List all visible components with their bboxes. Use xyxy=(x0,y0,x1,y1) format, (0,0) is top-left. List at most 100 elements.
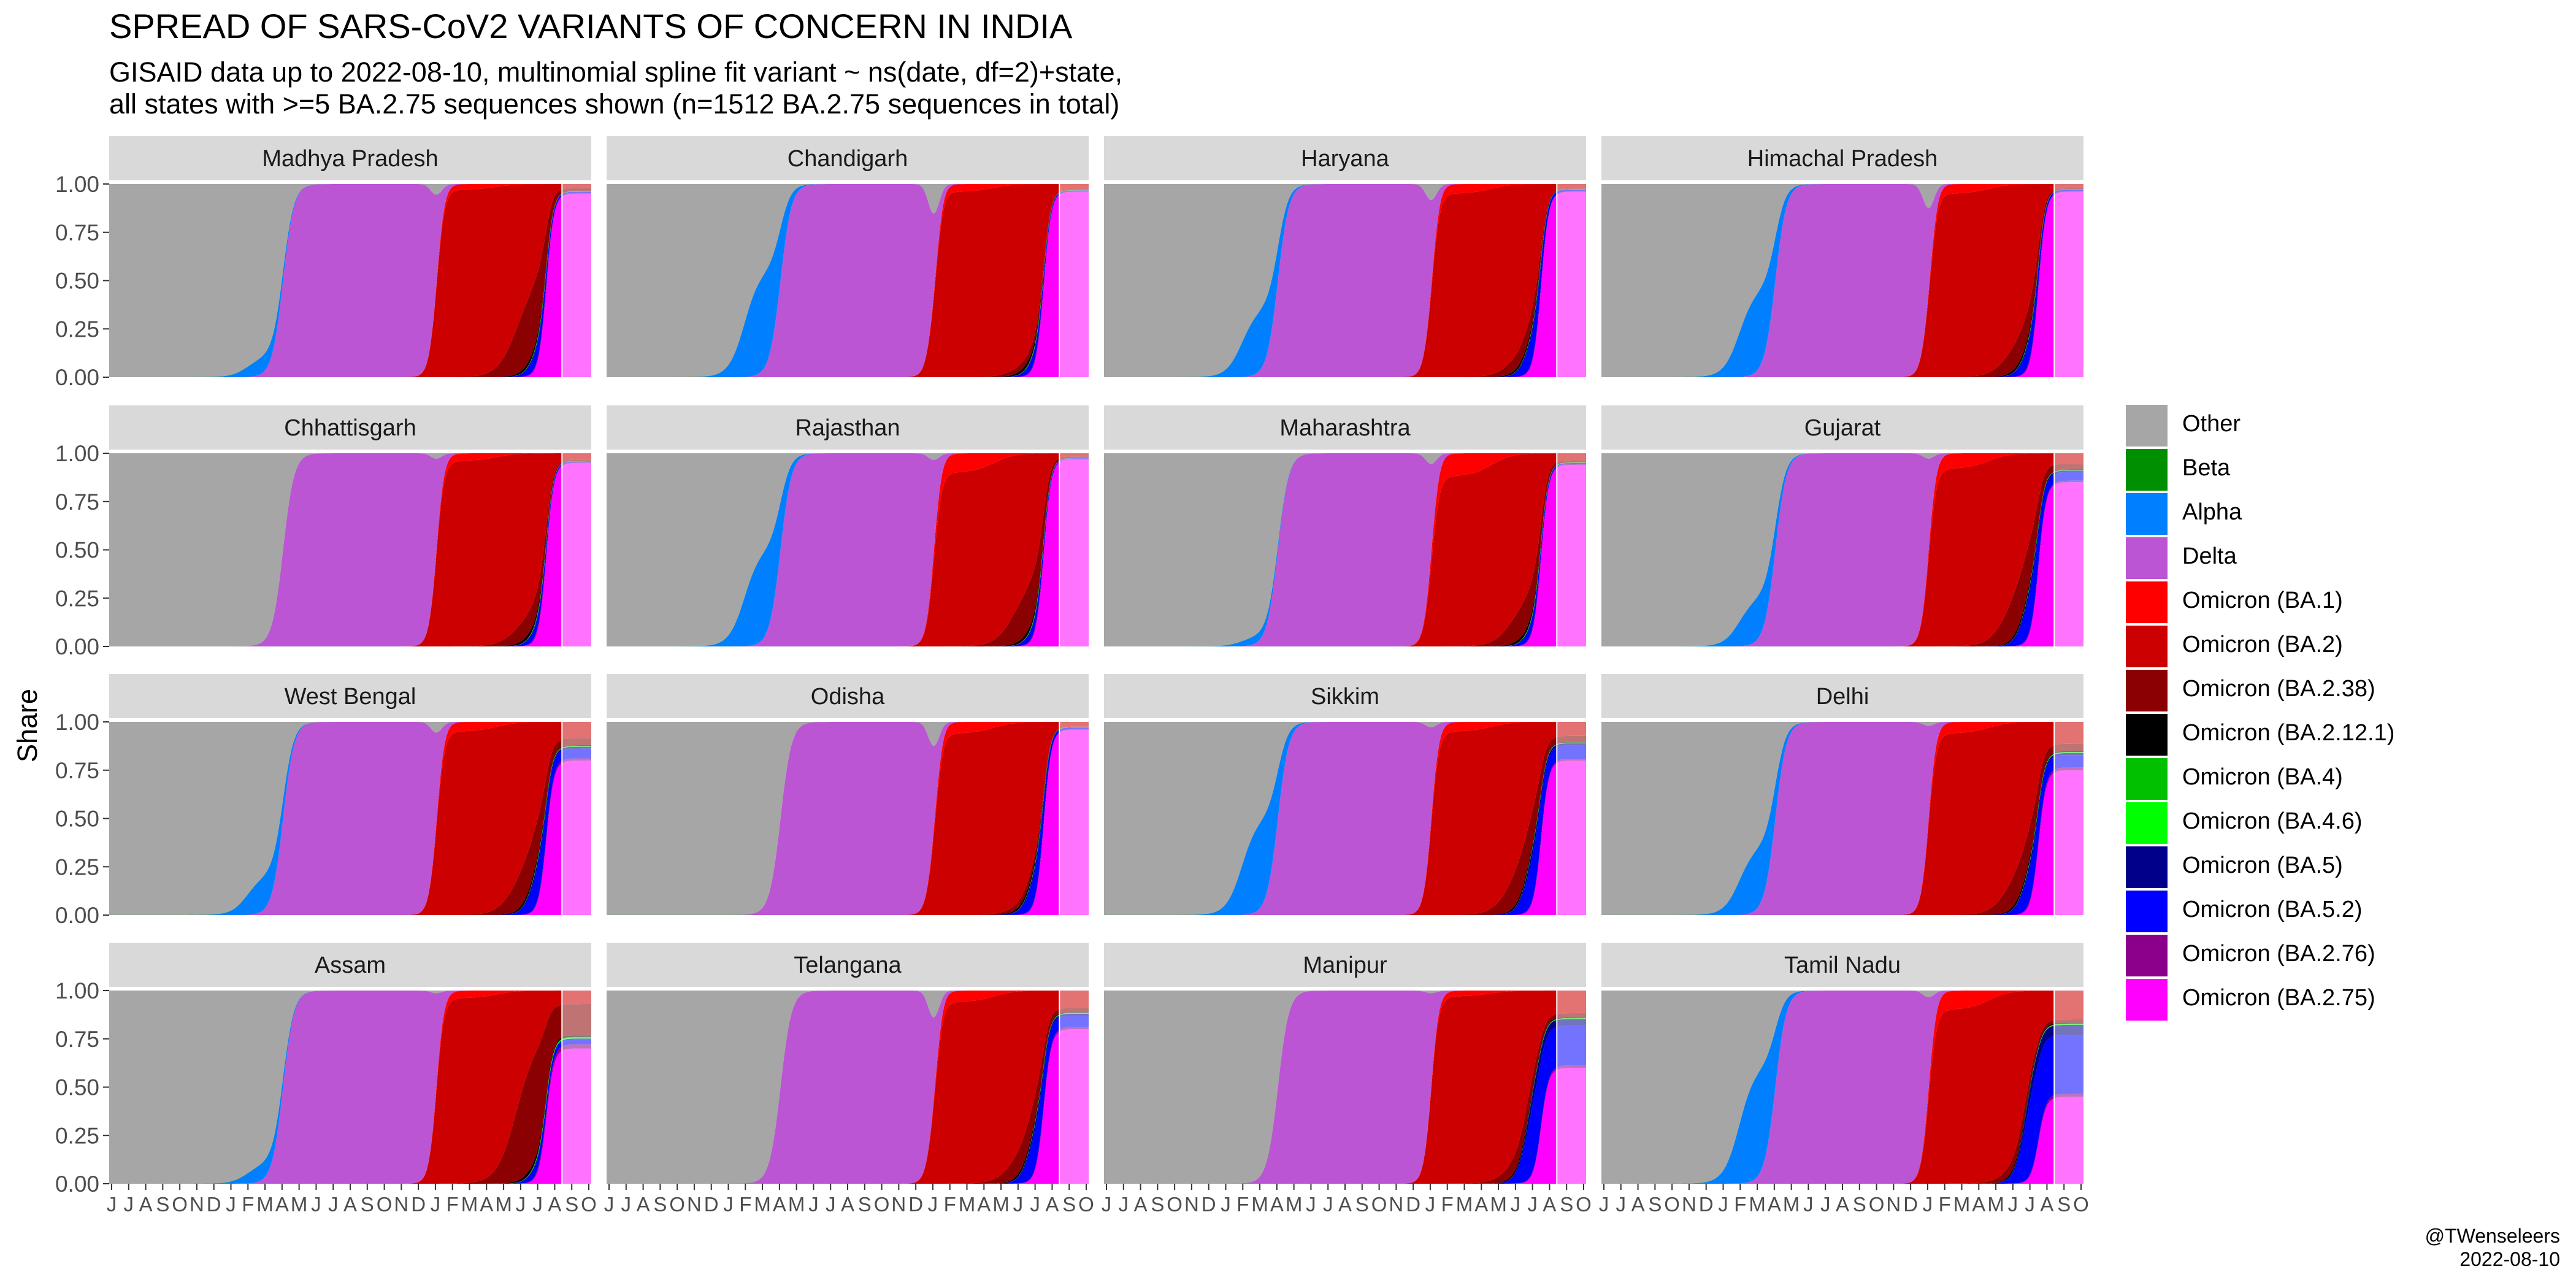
x-tick-label: A xyxy=(1543,1193,1556,1216)
area-series xyxy=(1601,191,2083,377)
legend-key xyxy=(2126,891,2168,932)
x-tick-label: F xyxy=(1236,1193,1249,1216)
legend-label: Delta xyxy=(2182,543,2237,569)
area-series xyxy=(109,184,591,377)
legend-label: Alpha xyxy=(2182,499,2242,525)
legend-item: Omicron (BA.2) xyxy=(2126,624,2555,669)
chart-title: SPREAD OF SARS-CoV2 VARIANTS OF CONCERN … xyxy=(109,7,1073,45)
x-tick-label: J xyxy=(1923,1193,1933,1216)
area-series xyxy=(1601,184,2083,377)
facet-panel: Haryana xyxy=(1104,136,1586,377)
x-tick-label: J xyxy=(604,1193,615,1216)
facet-strip xyxy=(1104,136,1586,180)
facet-strip xyxy=(1601,405,2083,450)
x-tick-label: O xyxy=(1576,1193,1592,1216)
x-tick-label: M xyxy=(1251,1193,1268,1216)
x-tick-label: S xyxy=(361,1193,374,1216)
projection-overlay xyxy=(562,991,591,1184)
credit-handle: @TWenseleers xyxy=(2425,1225,2560,1247)
x-tick-label: J xyxy=(2025,1193,2035,1216)
y-tick-label: 0.25 xyxy=(55,1123,99,1148)
area-series xyxy=(109,453,591,646)
x-tick-label: O xyxy=(2073,1193,2089,1216)
x-tick-label: F xyxy=(739,1193,751,1216)
facet-strip xyxy=(1601,136,2083,180)
x-tick-label: M xyxy=(495,1193,512,1216)
projection-overlay xyxy=(1059,991,1089,1184)
x-tick-label: M xyxy=(1953,1193,1971,1216)
area-series xyxy=(109,184,591,377)
facet-strip-label: Maharashtra xyxy=(1279,415,1411,441)
x-tick-label: A xyxy=(139,1193,153,1216)
facet-panel: Maharashtra xyxy=(1104,405,1586,646)
chart-subtitle-line-1: GISAID data up to 2022-08-10, multinomia… xyxy=(109,56,1123,88)
projection-overlay xyxy=(562,722,591,915)
x-tick-label: J xyxy=(516,1193,526,1216)
area-series xyxy=(109,462,591,646)
x-tick-label: N xyxy=(1886,1193,1901,1216)
facet-panel: Chandigarh xyxy=(607,136,1089,377)
area-series xyxy=(1104,722,1586,915)
x-tick-label: M xyxy=(461,1193,478,1216)
area-series xyxy=(109,453,591,646)
x-tick-label: A xyxy=(773,1193,786,1216)
legend-item: Omicron (BA.1) xyxy=(2126,580,2555,624)
x-tick-label: J xyxy=(808,1193,819,1216)
x-tick-label: J xyxy=(124,1193,134,1216)
x-tick-label: A xyxy=(1338,1193,1352,1216)
x-tick-label: J xyxy=(311,1193,321,1216)
projection-overlay xyxy=(2054,453,2083,646)
legend-label: Omicron (BA.2.12.1) xyxy=(2182,720,2395,746)
facet-strip-label: Telangana xyxy=(794,953,902,978)
area-series xyxy=(1104,184,1586,377)
area-series xyxy=(109,193,591,377)
facet-strip xyxy=(109,943,591,987)
x-tick-label: S xyxy=(156,1193,169,1216)
facet-strip xyxy=(607,136,1089,180)
x-tick-label: M xyxy=(992,1193,1010,1216)
legend-label: Omicron (BA.2) xyxy=(2182,632,2343,657)
legend-key xyxy=(2126,802,2168,844)
area-series xyxy=(1104,453,1586,646)
x-tick-label: J xyxy=(1221,1193,1231,1216)
x-tick-label: S xyxy=(1355,1193,1369,1216)
area-series xyxy=(1104,184,1586,377)
area-series xyxy=(1104,453,1586,646)
y-tick-label: 0.75 xyxy=(55,489,99,515)
area-series xyxy=(1601,453,2083,646)
x-tick-label: N xyxy=(1389,1193,1403,1216)
area-series xyxy=(109,184,591,377)
x-tick-label: S xyxy=(1062,1193,1076,1216)
x-tick-label: A xyxy=(2040,1193,2053,1216)
area-series xyxy=(607,184,1089,377)
legend-key xyxy=(2126,449,2168,491)
projection-overlay xyxy=(562,184,591,377)
legend-label: Omicron (BA.5) xyxy=(2182,853,2343,878)
x-tick-label: J xyxy=(723,1193,734,1216)
x-tick-label: J xyxy=(1119,1193,1129,1216)
facet-strip-label: Manipur xyxy=(1303,953,1387,978)
facet-strip-label: Madhya Pradesh xyxy=(262,146,438,172)
x-tick-label: A xyxy=(548,1193,561,1216)
area-series xyxy=(1601,184,2083,377)
area-series xyxy=(1601,482,2083,646)
x-tick-label: M xyxy=(959,1193,976,1216)
x-tick-label: S xyxy=(1560,1193,1573,1216)
area-series xyxy=(1601,722,2083,915)
x-tick-label: D xyxy=(1406,1193,1420,1216)
facet-panel: Himachal Pradesh xyxy=(1601,136,2083,377)
x-tick-label: F xyxy=(242,1193,254,1216)
area-series xyxy=(607,1029,1089,1184)
facet-strip xyxy=(1104,405,1586,450)
x-tick-label: J xyxy=(1820,1193,1831,1216)
x-tick-label: M xyxy=(1783,1193,1800,1216)
facet-strip-label: West Bengal xyxy=(285,684,416,710)
x-tick-label: O xyxy=(1167,1193,1183,1216)
area-series xyxy=(1601,453,2083,646)
x-tick-label: J xyxy=(1013,1193,1024,1216)
legend-label: Omicron (BA.4.6) xyxy=(2182,808,2363,834)
